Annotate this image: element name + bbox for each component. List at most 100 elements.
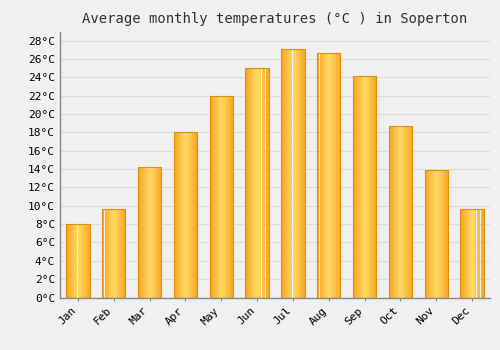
Bar	[376, 76, 377, 298]
Bar	[86, 224, 87, 298]
Bar	[428, 170, 430, 298]
Bar	[83, 224, 84, 298]
Bar	[68, 224, 70, 298]
Bar	[250, 68, 251, 298]
Bar	[122, 209, 123, 298]
Bar	[233, 96, 234, 298]
Bar	[154, 167, 155, 298]
Bar	[402, 126, 403, 298]
Bar	[120, 209, 122, 298]
Bar	[114, 209, 115, 298]
Bar	[110, 209, 111, 298]
Bar	[401, 126, 402, 298]
Bar	[268, 68, 270, 298]
Bar	[150, 167, 151, 298]
Bar	[226, 96, 227, 298]
Bar	[76, 224, 78, 298]
Bar	[397, 126, 398, 298]
Bar	[338, 52, 339, 298]
Bar	[299, 49, 300, 298]
Bar	[78, 224, 79, 298]
Bar	[360, 76, 361, 298]
Bar	[174, 132, 176, 298]
Bar	[153, 167, 154, 298]
Bar	[71, 224, 72, 298]
Bar	[366, 76, 368, 298]
Bar	[302, 49, 303, 298]
Bar	[149, 167, 150, 298]
Bar	[222, 96, 223, 298]
Bar	[252, 68, 254, 298]
Bar	[210, 96, 233, 298]
Bar	[284, 49, 286, 298]
Bar	[104, 209, 106, 298]
Bar	[256, 68, 258, 298]
Bar	[394, 126, 395, 298]
Bar	[102, 209, 126, 298]
Bar	[266, 68, 267, 298]
Bar	[409, 126, 410, 298]
Bar	[478, 209, 479, 298]
Bar	[123, 209, 124, 298]
Bar	[177, 132, 178, 298]
Bar	[210, 96, 211, 298]
Bar	[79, 224, 80, 298]
Bar	[145, 167, 146, 298]
Bar	[475, 209, 476, 298]
Bar	[395, 126, 396, 298]
Bar	[143, 167, 144, 298]
Bar	[317, 52, 318, 298]
Bar	[353, 76, 354, 298]
Bar	[405, 126, 406, 298]
Bar	[193, 132, 194, 298]
Bar	[438, 170, 439, 298]
Bar	[353, 76, 376, 298]
Bar	[364, 76, 365, 298]
Bar	[463, 209, 464, 298]
Bar	[337, 52, 338, 298]
Bar	[111, 209, 112, 298]
Bar	[283, 49, 284, 298]
Bar	[303, 49, 304, 298]
Bar	[466, 209, 467, 298]
Bar	[474, 209, 475, 298]
Bar	[221, 96, 222, 298]
Bar	[75, 224, 76, 298]
Bar	[192, 132, 193, 298]
Bar	[230, 96, 232, 298]
Bar	[294, 49, 295, 298]
Bar	[476, 209, 478, 298]
Bar	[333, 52, 334, 298]
Bar	[321, 52, 322, 298]
Bar	[106, 209, 107, 298]
Bar	[369, 76, 370, 298]
Bar	[373, 76, 374, 298]
Bar	[340, 52, 341, 298]
Bar	[225, 96, 226, 298]
Bar	[317, 52, 340, 298]
Bar	[480, 209, 482, 298]
Bar	[74, 224, 75, 298]
Bar	[147, 167, 148, 298]
Bar	[372, 76, 373, 298]
Bar	[246, 68, 268, 298]
Bar	[370, 76, 372, 298]
Bar	[188, 132, 189, 298]
Bar	[228, 96, 229, 298]
Bar	[439, 170, 440, 298]
Bar	[295, 49, 296, 298]
Bar	[410, 126, 411, 298]
Bar	[332, 52, 333, 298]
Bar	[152, 167, 153, 298]
Bar	[112, 209, 114, 298]
Bar	[211, 96, 212, 298]
Bar	[467, 209, 468, 298]
Bar	[116, 209, 117, 298]
Bar	[354, 76, 356, 298]
Bar	[219, 96, 220, 298]
Bar	[157, 167, 158, 298]
Bar	[286, 49, 287, 298]
Bar	[434, 170, 435, 298]
Bar	[82, 224, 83, 298]
Bar	[361, 76, 362, 298]
